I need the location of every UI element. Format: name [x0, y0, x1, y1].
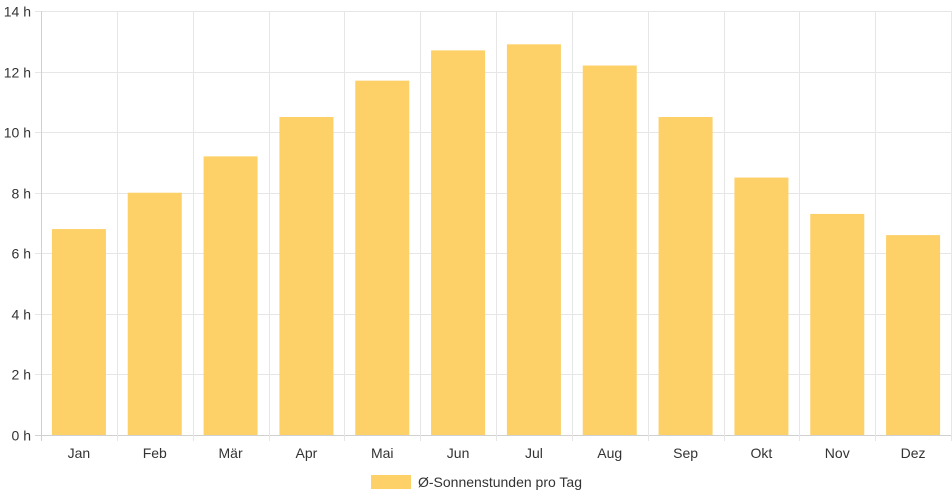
- bar-feb[interactable]: [127, 192, 182, 435]
- bar-jun[interactable]: [431, 50, 486, 435]
- legend-swatch[interactable]: [371, 475, 411, 489]
- bar-mär[interactable]: [203, 156, 258, 435]
- bar-nov[interactable]: [810, 213, 865, 435]
- bar-okt[interactable]: [734, 177, 789, 436]
- x-tick-label: Jul: [525, 445, 543, 461]
- x-tick-label: Okt: [751, 445, 773, 461]
- legend-label[interactable]: Ø-Sonnenstunden pro Tag: [418, 474, 582, 490]
- x-tick-label: Dez: [901, 445, 926, 461]
- legend[interactable]: Ø-Sonnenstunden pro Tag: [371, 474, 582, 490]
- y-tick-label: 6 h: [12, 246, 31, 262]
- x-tick-label: Feb: [143, 445, 167, 461]
- bar-apr[interactable]: [279, 117, 334, 435]
- x-tick-label: Jun: [447, 445, 470, 461]
- y-tick-label: 4 h: [12, 307, 31, 323]
- y-tick-label: 14 h: [4, 4, 31, 20]
- x-tick-label: Nov: [825, 445, 850, 461]
- bar-sep[interactable]: [658, 117, 713, 435]
- bar-dez[interactable]: [886, 235, 941, 435]
- x-tick-label: Aug: [597, 445, 622, 461]
- y-tick-label: 0 h: [12, 428, 31, 444]
- y-tick-label: 10 h: [4, 125, 31, 141]
- bar-aug[interactable]: [582, 65, 637, 435]
- bar-jan[interactable]: [51, 229, 106, 435]
- y-tick-label: 12 h: [4, 65, 31, 81]
- bars: [51, 44, 941, 436]
- tick-labels: 0 h 2 h 4 h 6 h 8 h 10 h 12 h 14 h Jan Feb Mär Apr M…: [4, 4, 926, 462]
- x-tick-label: Mai: [371, 445, 394, 461]
- grid-lines: [35, 11, 952, 441]
- bar-jul[interactable]: [506, 44, 561, 436]
- x-tick-label: Sep: [673, 445, 698, 461]
- x-tick-label: Mär: [219, 445, 243, 461]
- x-tick-label: Apr: [296, 445, 318, 461]
- y-tick-label: 8 h: [12, 186, 31, 202]
- x-tick-label: Jan: [68, 445, 91, 461]
- bar-mai[interactable]: [355, 80, 410, 436]
- y-tick-label: 2 h: [12, 367, 31, 383]
